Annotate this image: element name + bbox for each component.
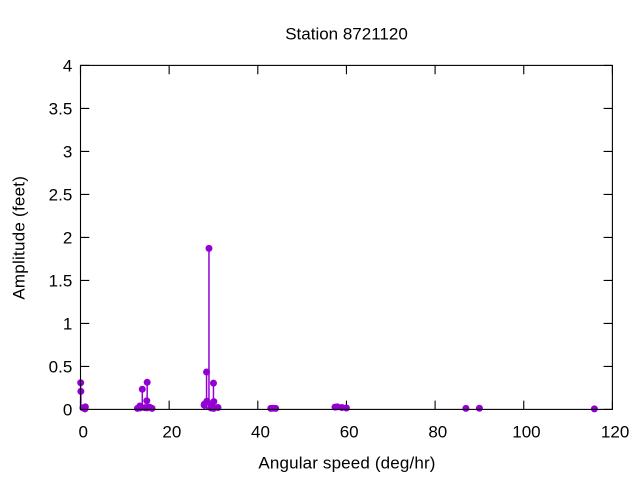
svg-text:3.5: 3.5 [49, 100, 73, 119]
svg-text:4: 4 [63, 57, 72, 76]
svg-text:0.5: 0.5 [49, 358, 73, 377]
svg-text:0: 0 [63, 401, 72, 420]
svg-text:2.5: 2.5 [49, 186, 73, 205]
svg-text:Angular speed (deg/hr): Angular speed (deg/hr) [258, 453, 435, 472]
svg-text:Amplitude (feet): Amplitude (feet) [9, 176, 28, 300]
svg-text:Station 8721120: Station 8721120 [285, 24, 408, 43]
svg-text:1: 1 [63, 315, 72, 334]
svg-text:20: 20 [162, 422, 181, 441]
svg-text:80: 80 [428, 422, 447, 441]
svg-text:40: 40 [251, 422, 270, 441]
svg-text:2: 2 [63, 229, 72, 248]
svg-text:60: 60 [340, 422, 359, 441]
svg-text:0: 0 [78, 422, 87, 441]
svg-text:3: 3 [63, 143, 72, 162]
svg-text:120: 120 [601, 422, 629, 441]
svg-text:1.5: 1.5 [49, 272, 73, 291]
svg-text:100: 100 [512, 422, 540, 441]
